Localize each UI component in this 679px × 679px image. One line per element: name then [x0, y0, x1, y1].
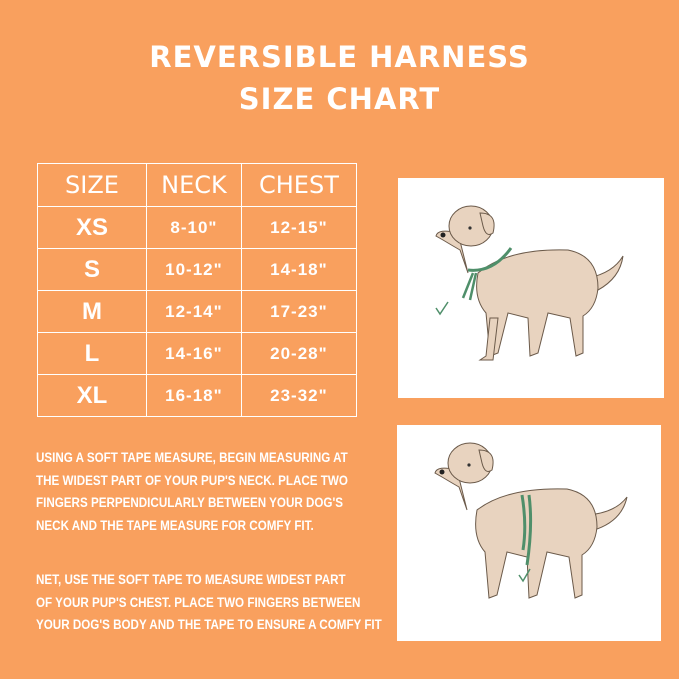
table-row: XS 8-10" 12-15": [37, 206, 358, 249]
table-row: XL 16-18" 23-32": [37, 374, 358, 417]
neck-instructions: USING A SOFT TAPE MEASURE, BEGIN MEASURI…: [36, 450, 348, 534]
neck-measurement-image: [398, 178, 664, 398]
chest-instructions: NET, USE THE SOFT TAPE TO MEASURE WIDEST…: [36, 572, 382, 633]
table-header: SIZE NECK CHEST: [37, 163, 358, 207]
table-row: S 10-12" 14-18": [37, 248, 358, 291]
chest-measurement-image: [397, 425, 661, 641]
table-row: M 12-14" 17-23": [37, 290, 358, 333]
dog-eye-icon: [468, 226, 472, 230]
check-icon: [518, 568, 531, 583]
dog-chest-illustration: [434, 442, 628, 599]
dog-neck-illustration: [435, 205, 624, 361]
table-row: L 14-16" 20-28": [37, 332, 358, 375]
check-icon: [435, 301, 449, 316]
page-title: REVERSIBLE HARNESS SIZE CHART: [149, 40, 530, 116]
size-table: SIZE NECK CHEST XS 8-10" 12-15" S 10-12" 14-…: [37, 163, 358, 417]
